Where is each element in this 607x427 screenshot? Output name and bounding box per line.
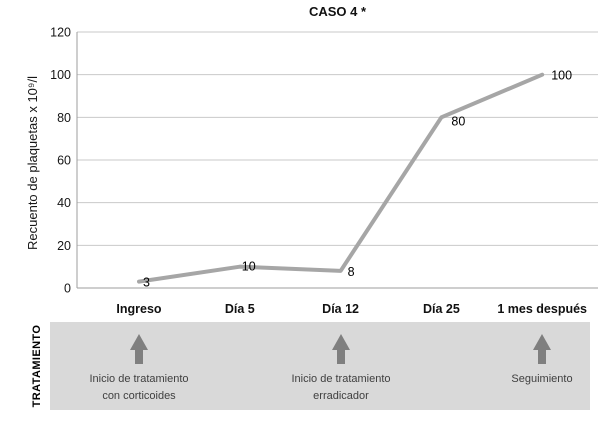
svg-text:120: 120 [50, 26, 71, 40]
svg-text:Día 12: Día 12 [322, 302, 359, 316]
chart-title: CASO 4 * [308, 4, 367, 19]
annotation-text-line: erradicador [313, 390, 369, 402]
svg-text:Día 5: Día 5 [225, 302, 255, 316]
annotation-text-line: con corticoides [102, 390, 176, 402]
up-arrow-icon [533, 334, 551, 364]
treatment-axis-label: TRATAMIENTO [31, 324, 43, 408]
svg-text:Día 25: Día 25 [423, 302, 460, 316]
svg-text:3: 3 [143, 276, 150, 290]
up-arrow-icon [332, 334, 350, 364]
svg-text:8: 8 [348, 265, 355, 279]
annotation-text-line: Inicio de tratamiento [89, 373, 189, 385]
svg-text:80: 80 [451, 114, 465, 128]
svg-text:10: 10 [242, 260, 256, 274]
svg-text:80: 80 [57, 111, 71, 125]
svg-text:20: 20 [57, 239, 71, 253]
svg-text:100: 100 [50, 68, 71, 82]
treatment-annotation-seguimiento: Seguimiento [447, 334, 607, 388]
svg-text:0: 0 [64, 282, 71, 296]
treatment-band: Inicio de tratamiento con corticoides In… [50, 322, 590, 410]
annotation-text-line: Inicio de tratamiento [291, 373, 391, 385]
svg-text:40: 40 [57, 196, 71, 210]
svg-text:1 mes después: 1 mes después [497, 302, 587, 316]
svg-text:Ingreso: Ingreso [116, 302, 162, 316]
up-arrow-icon [130, 334, 148, 364]
treatment-annotation-erradicador: Inicio de tratamiento erradicador [246, 334, 436, 405]
line-plot: 0 20 40 60 80 100 120 Ingreso Día 5 Día 12 Día 25 1… [50, 26, 598, 316]
svg-text:60: 60 [57, 154, 71, 168]
treatment-annotation-corticoides: Inicio de tratamiento con corticoides [44, 334, 234, 405]
svg-text:100: 100 [551, 69, 572, 83]
annotation-text-line: Seguimiento [511, 373, 573, 385]
